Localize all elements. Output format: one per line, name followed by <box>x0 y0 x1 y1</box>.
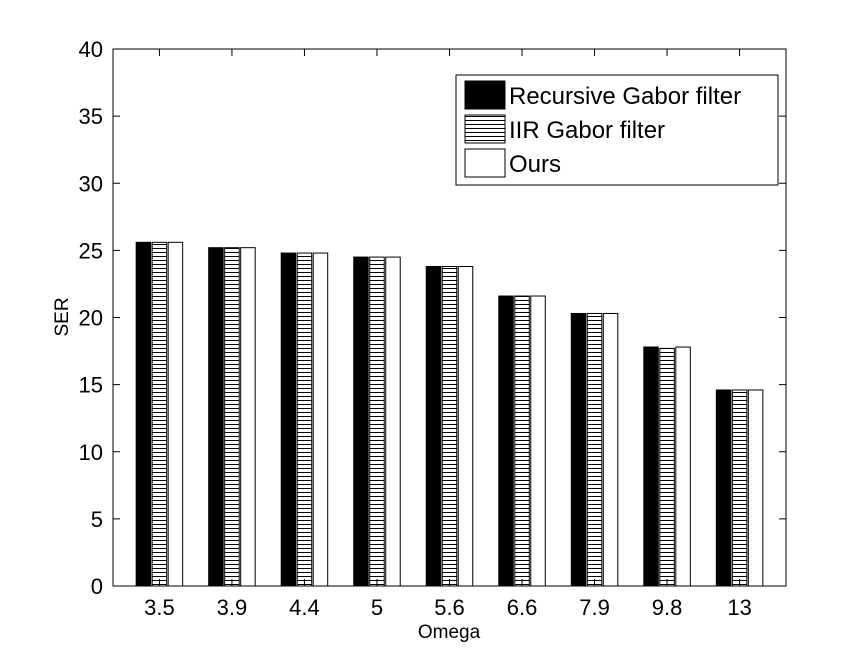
bar-empty-9.8 <box>675 346 691 587</box>
legend-label: Recursive Gabor filter <box>509 83 741 110</box>
bar-empty-4.4 <box>312 252 329 587</box>
bar-empty-3.5 <box>167 241 184 587</box>
bar-solid-9.8 <box>643 346 659 587</box>
bar-solid-5.6 <box>425 265 442 587</box>
legend: Recursive Gabor filter IIR Gabor filter Ou… <box>455 74 779 186</box>
x-tick-label: 3.9 <box>217 595 248 620</box>
x-tick-label: 7.9 <box>579 595 610 620</box>
x-tick-label: 9.8 <box>652 595 683 620</box>
bar-empty-7.9 <box>602 312 619 587</box>
x-axis: 3.5 3.9 4.4 5 5.6 6.6 7.9 9.8 13 <box>144 49 752 620</box>
y-axis-label: SER <box>52 297 73 336</box>
bar-solid-7.9 <box>570 312 587 587</box>
y-tick-label: 30 <box>79 171 103 196</box>
x-tick-label: 5.6 <box>434 595 465 620</box>
y-tick-label: 25 <box>79 238 103 263</box>
y-tick-label: 15 <box>79 373 103 398</box>
y-tick-label: 10 <box>79 440 103 465</box>
x-tick-label: 3.5 <box>144 595 175 620</box>
bar-empty-13 <box>747 389 764 587</box>
bar-solid-5 <box>353 256 369 587</box>
x-tick-label: 5 <box>371 595 383 620</box>
bar-horizontal-stripes-7.9 <box>586 312 603 587</box>
bar-horizontal-stripes-6.6 <box>514 295 530 587</box>
x-tick-label: 4.4 <box>289 595 320 620</box>
bars-group <box>135 241 764 587</box>
y-tick-label: 20 <box>79 306 103 331</box>
x-axis-label: Omega <box>418 622 481 643</box>
bar-horizontal-stripes-13 <box>731 389 748 587</box>
x-tick-label: 13 <box>727 595 751 620</box>
legend-swatch-solid <box>464 80 506 110</box>
bar-horizontal-stripes-9.8 <box>659 347 675 587</box>
legend-swatch-empty <box>464 148 506 178</box>
y-tick-label: 0 <box>91 574 103 599</box>
legend-box <box>455 74 779 186</box>
bar-empty-6.6 <box>530 295 546 587</box>
y-tick-label: 40 <box>79 37 103 62</box>
y-tick-label: 35 <box>79 104 103 129</box>
bar-horizontal-stripes-3.5 <box>151 241 168 587</box>
bar-horizontal-stripes-4.4 <box>296 252 313 587</box>
bar-solid-6.6 <box>498 295 514 587</box>
x-tick-label: 6.6 <box>507 595 538 620</box>
bar-horizontal-stripes-5.6 <box>441 265 458 587</box>
legend-label: IIR Gabor filter <box>509 117 665 144</box>
bar-solid-4.4 <box>280 252 297 587</box>
bar-solid-13 <box>715 389 732 587</box>
bar-solid-3.9 <box>208 247 224 587</box>
legend-swatch-horizontal-stripes <box>464 114 506 144</box>
bar-empty-5.6 <box>457 265 474 587</box>
bar-empty-3.9 <box>240 247 256 587</box>
bar-horizontal-stripes-3.9 <box>224 247 240 587</box>
bar-empty-5 <box>385 256 401 587</box>
legend-label: Ours <box>509 151 561 178</box>
bar-solid-3.5 <box>135 241 152 587</box>
bar-horizontal-stripes-5 <box>369 256 385 587</box>
y-axis: 0 5 10 15 20 25 30 35 40 <box>79 37 786 599</box>
y-tick-label: 5 <box>91 507 103 532</box>
